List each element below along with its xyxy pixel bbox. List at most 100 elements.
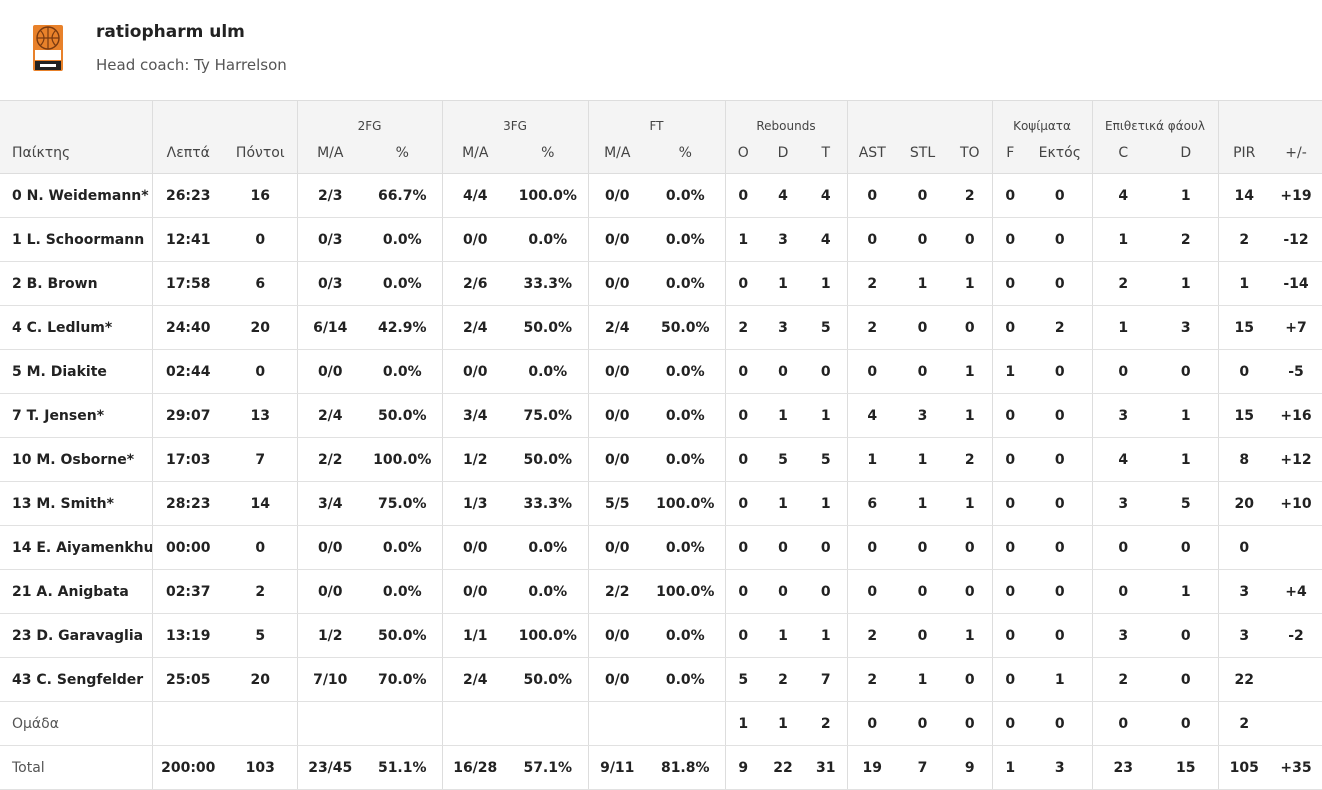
col-reb-t[interactable]: T <box>805 133 847 174</box>
cell-pir: 8 <box>1217 437 1271 482</box>
cell-2fg-pct: 70.0% <box>363 657 442 702</box>
cell-points: 13 <box>224 393 297 438</box>
cell-pir: 14 <box>1217 173 1271 218</box>
cell-blk-against: 0 <box>1028 349 1093 394</box>
cell-foul-d: 2 <box>1154 217 1219 262</box>
cell-blk-f: 0 <box>991 569 1029 614</box>
col-2fg-ma[interactable]: M/A <box>296 133 363 174</box>
col-player[interactable]: Παίκτης <box>0 133 152 174</box>
cell-pir: 3 <box>1217 569 1271 614</box>
cell-blk-against: 0 <box>1028 613 1093 658</box>
cell-reb-d: 1 <box>761 393 805 438</box>
col-foul-d[interactable]: D <box>1154 133 1219 174</box>
cell-reb-o: 0 <box>724 437 761 482</box>
cell-3fg-ma: 0/0 <box>441 349 508 394</box>
cell-ast: 2 <box>846 261 897 306</box>
col-blk-against[interactable]: Εκτός <box>1028 133 1093 174</box>
cell-ast: 1 <box>846 437 897 482</box>
cell-minutes: 00:00 <box>151 525 224 570</box>
cell-reb-d: 2 <box>761 657 805 702</box>
col-3fg-ma[interactable]: M/A <box>441 133 508 174</box>
cell-reb-o: 0 <box>724 569 761 614</box>
cell-blk-f: 0 <box>991 657 1029 702</box>
cell-ast: 2 <box>846 613 897 658</box>
cell-player[interactable]: 0 N. Weidemann* <box>0 173 152 218</box>
cell-to: 1 <box>948 349 993 394</box>
table-row: 2 B. Brown 17:58 6 0/3 0.0% 2/6 33.3% 0/0 0.0% 0 1… <box>0 261 1322 306</box>
cell-foul-d: 1 <box>1154 173 1219 218</box>
group-ft: FT <box>587 100 725 133</box>
cell-foul-d: 0 <box>1154 525 1219 570</box>
cell-player[interactable]: 21 A. Anigbata <box>0 569 152 614</box>
col-minutes[interactable]: Λεπτά <box>151 133 224 174</box>
col-pir[interactable]: PIR <box>1217 133 1271 174</box>
cell-ft-ma: 0/0 <box>587 349 646 394</box>
cell-blk-against: 0 <box>1028 173 1093 218</box>
col-reb-o[interactable]: O <box>724 133 761 174</box>
col-points[interactable]: Πόντοι <box>224 133 297 174</box>
cell-foul-d: 1 <box>1154 261 1219 306</box>
cell-3fg-pct <box>508 701 588 746</box>
cell-ft-ma: 0/0 <box>587 613 646 658</box>
col-ast[interactable]: AST <box>846 133 897 174</box>
cell-3fg-pct: 0.0% <box>508 217 588 262</box>
col-foul-c[interactable]: C <box>1091 133 1155 174</box>
col-to[interactable]: TO <box>948 133 993 174</box>
cell-to: 2 <box>948 437 993 482</box>
cell-player[interactable]: 13 M. Smith* <box>0 481 152 526</box>
cell-pir: 105 <box>1217 745 1271 790</box>
cell-foul-c: 23 <box>1091 745 1155 790</box>
cell-pir: 0 <box>1217 349 1271 394</box>
col-ft-ma[interactable]: M/A <box>587 133 646 174</box>
cell-player[interactable]: 4 C. Ledlum* <box>0 305 152 350</box>
cell-plus-minus <box>1270 525 1322 570</box>
cell-player[interactable]: 14 E. Aiyamenkhue <box>0 525 152 570</box>
cell-2fg-ma: 6/14 <box>296 305 363 350</box>
cell-blk-f: 0 <box>991 525 1029 570</box>
cell-3fg-pct: 0.0% <box>508 569 588 614</box>
cell-reb-t: 31 <box>805 745 847 790</box>
cell-foul-c: 1 <box>1091 305 1155 350</box>
cell-reb-o: 0 <box>724 173 761 218</box>
cell-player[interactable]: 43 C. Sengfelder <box>0 657 152 702</box>
cell-player[interactable]: 5 M. Diakite <box>0 349 152 394</box>
table-row: 7 T. Jensen* 29:07 13 2/4 50.0% 3/4 75.0% 0/0 0.… <box>0 393 1322 438</box>
cell-ast: 0 <box>846 701 897 746</box>
cell-minutes: 02:37 <box>151 569 224 614</box>
cell-player[interactable]: 2 B. Brown <box>0 261 152 306</box>
cell-plus-minus: +35 <box>1270 745 1322 790</box>
col-blk-f[interactable]: F <box>991 133 1029 174</box>
cell-blk-f: 0 <box>991 437 1029 482</box>
cell-blk-f: 0 <box>991 173 1029 218</box>
cell-2fg-pct <box>363 701 442 746</box>
cell-3fg-pct: 100.0% <box>508 173 588 218</box>
cell-foul-c: 0 <box>1091 525 1155 570</box>
cell-reb-d: 1 <box>761 701 805 746</box>
cell-reb-o: 2 <box>724 305 761 350</box>
col-plus-minus[interactable]: +/- <box>1270 133 1322 174</box>
cell-to: 0 <box>948 305 993 350</box>
cell-3fg-pct: 100.0% <box>508 613 588 658</box>
cell-2fg-ma: 0/0 <box>296 569 363 614</box>
cell-player[interactable]: 7 T. Jensen* <box>0 393 152 438</box>
cell-3fg-ma: 2/6 <box>441 261 508 306</box>
cell-reb-t: 5 <box>805 305 847 350</box>
cell-3fg-ma: 0/0 <box>441 525 508 570</box>
cell-ft-ma: 5/5 <box>587 481 646 526</box>
col-ft-pct[interactable]: % <box>646 133 725 174</box>
cell-player[interactable]: 1 L. Schoormann <box>0 217 152 262</box>
col-3fg-pct[interactable]: % <box>508 133 588 174</box>
cell-points: 20 <box>224 305 297 350</box>
col-2fg-pct[interactable]: % <box>363 133 442 174</box>
cell-2fg-pct: 0.0% <box>363 569 442 614</box>
col-stl[interactable]: STL <box>897 133 948 174</box>
cell-reb-t: 1 <box>805 613 847 658</box>
cell-minutes: 28:23 <box>151 481 224 526</box>
cell-pir: 1 <box>1217 261 1271 306</box>
cell-foul-d: 15 <box>1154 745 1219 790</box>
cell-player[interactable]: 23 D. Garavaglia <box>0 613 152 658</box>
col-reb-d[interactable]: D <box>761 133 805 174</box>
cell-player[interactable]: 10 M. Osborne* <box>0 437 152 482</box>
cell-foul-d: 0 <box>1154 613 1219 658</box>
cell-ast: 0 <box>846 173 897 218</box>
